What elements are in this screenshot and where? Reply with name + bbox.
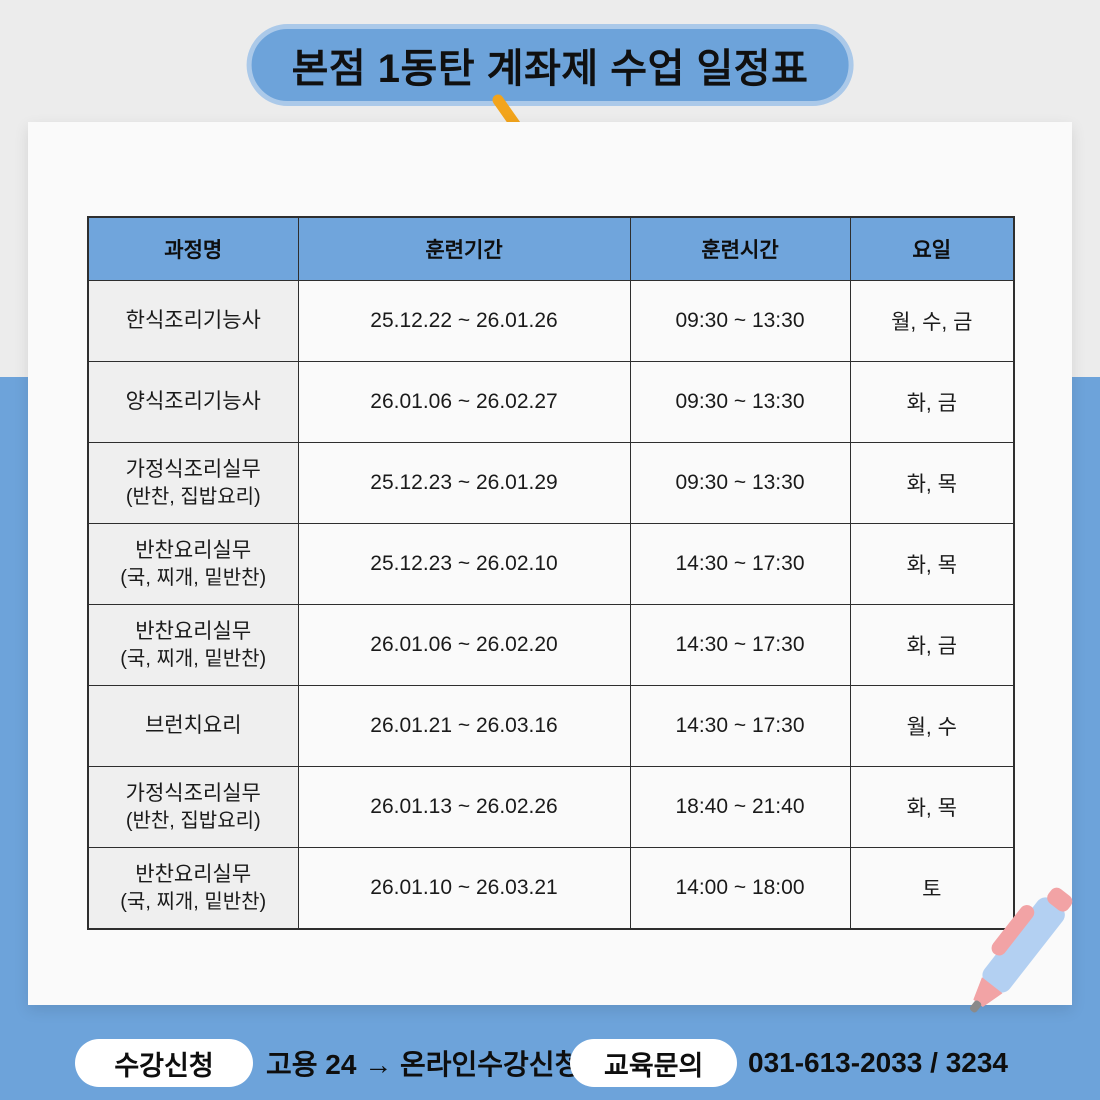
cell-training-time: 09:30 ~ 13:30: [629, 361, 851, 443]
cell-training-time: 18:40 ~ 21:40: [629, 766, 851, 848]
header-course: 과정명: [87, 216, 299, 281]
cell-course-name: 반찬요리실무 (국, 찌개, 밑반찬): [87, 604, 299, 686]
course-subtitle: (반찬, 집밥요리): [125, 809, 261, 832]
header-days: 요일: [849, 216, 1015, 281]
cell-days: 화, 금: [849, 604, 1015, 686]
inquiry-phone-numbers: 031-613-2033 / 3234: [748, 1047, 1008, 1078]
cell-training-time: 09:30 ~ 13:30: [629, 442, 851, 524]
course-subtitle: (국, 찌개, 밑반찬): [120, 566, 267, 589]
header-time: 훈련시간: [629, 216, 851, 281]
registration-instructions: 고용 24 → 온라인수강신청: [266, 1049, 581, 1080]
schedule-table: 과정명 훈련기간 훈련시간 요일 한식조리기능사 25.12.22 ~ 26.01…: [87, 216, 1015, 930]
course-subtitle: (반찬, 집밥요리): [125, 485, 261, 508]
course-name: 가정식조리실무: [125, 782, 261, 806]
cell-course-name: 가정식조리실무 (반찬, 집밥요리): [87, 766, 299, 848]
table-row: 반찬요리실무 (국, 찌개, 밑반찬) 26.01.10 ~ 26.03.21 14:…: [87, 847, 1015, 930]
cell-training-time: 14:00 ~ 18:00: [629, 847, 851, 930]
cell-course-name: 반찬요리실무 (국, 찌개, 밑반찬): [87, 523, 299, 605]
course-subtitle: (국, 찌개, 밑반찬): [120, 890, 267, 913]
table-header-row: 과정명 훈련기간 훈련시간 요일: [87, 216, 1015, 281]
schedule-card: 과정명 훈련기간 훈련시간 요일 한식조리기능사 25.12.22 ~ 26.01…: [28, 122, 1072, 1005]
cell-days: 화, 목: [849, 766, 1015, 848]
course-name: 양식조리기능사: [125, 390, 261, 414]
pen-icon: [969, 887, 1073, 1013]
table-row: 한식조리기능사 25.12.22 ~ 26.01.26 09:30 ~ 13:30 월…: [87, 280, 1015, 362]
table-row: 반찬요리실무 (국, 찌개, 밑반찬) 25.12.23 ~ 26.02.10 14:…: [87, 523, 1015, 605]
cell-days: 월, 수: [849, 685, 1015, 767]
course-name: 반찬요리실무: [135, 863, 252, 887]
cell-training-time: 14:30 ~ 17:30: [629, 523, 851, 605]
cell-days: 월, 수, 금: [849, 280, 1015, 362]
inquiry-badge: 교육문의: [570, 1039, 738, 1087]
course-name: 반찬요리실무: [135, 539, 252, 563]
cell-training-period: 26.01.06 ~ 26.02.27: [297, 361, 631, 443]
course-name: 한식조리기능사: [125, 309, 261, 333]
table-row: 반찬요리실무 (국, 찌개, 밑반찬) 26.01.06 ~ 26.02.20 14:…: [87, 604, 1015, 686]
table-row: 브런치요리 26.01.21 ~ 26.03.16 14:30 ~ 17:30 월, …: [87, 685, 1015, 767]
cell-course-name: 브런치요리: [87, 685, 299, 767]
cell-days: 화, 목: [849, 442, 1015, 524]
table-row: 양식조리기능사 26.01.06 ~ 26.02.27 09:30 ~ 13:30 화…: [87, 361, 1015, 443]
cell-training-period: 25.12.22 ~ 26.01.26: [297, 280, 631, 362]
cell-training-period: 26.01.10 ~ 26.03.21: [297, 847, 631, 930]
cell-training-time: 09:30 ~ 13:30: [629, 280, 851, 362]
course-name: 반찬요리실무: [135, 620, 252, 644]
table-row: 가정식조리실무 (반찬, 집밥요리) 26.01.13 ~ 26.02.26 18:4…: [87, 766, 1015, 848]
cell-days: 화, 금: [849, 361, 1015, 443]
cell-training-time: 14:30 ~ 17:30: [629, 685, 851, 767]
header-period: 훈련기간: [297, 216, 631, 281]
cell-training-period: 25.12.23 ~ 26.02.10: [297, 523, 631, 605]
course-name: 가정식조리실무: [125, 458, 261, 482]
cell-course-name: 가정식조리실무 (반찬, 집밥요리): [87, 442, 299, 524]
cell-training-period: 26.01.21 ~ 26.03.16: [297, 685, 631, 767]
schedule-table-body: 한식조리기능사 25.12.22 ~ 26.01.26 09:30 ~ 13:30 월…: [87, 280, 1015, 930]
cell-course-name: 반찬요리실무 (국, 찌개, 밑반찬): [87, 847, 299, 930]
cell-course-name: 양식조리기능사: [87, 361, 299, 443]
course-subtitle: (국, 찌개, 밑반찬): [120, 647, 267, 670]
registration-badge: 수강신청: [75, 1039, 253, 1087]
cell-course-name: 한식조리기능사: [87, 280, 299, 362]
course-name: 브런치요리: [144, 714, 242, 738]
table-header: 과정명 훈련기간 훈련시간 요일: [87, 216, 1015, 281]
cell-days: 토: [849, 847, 1015, 930]
cell-training-period: 26.01.06 ~ 26.02.20: [297, 604, 631, 686]
cell-days: 화, 목: [849, 523, 1015, 605]
table-row: 가정식조리실무 (반찬, 집밥요리) 25.12.23 ~ 26.01.29 09:3…: [87, 442, 1015, 524]
page-title: 본점 1동탄 계좌제 수업 일정표: [246, 24, 854, 106]
cell-training-period: 25.12.23 ~ 26.01.29: [297, 442, 631, 524]
cell-training-period: 26.01.13 ~ 26.02.26: [297, 766, 631, 848]
cell-training-time: 14:30 ~ 17:30: [629, 604, 851, 686]
